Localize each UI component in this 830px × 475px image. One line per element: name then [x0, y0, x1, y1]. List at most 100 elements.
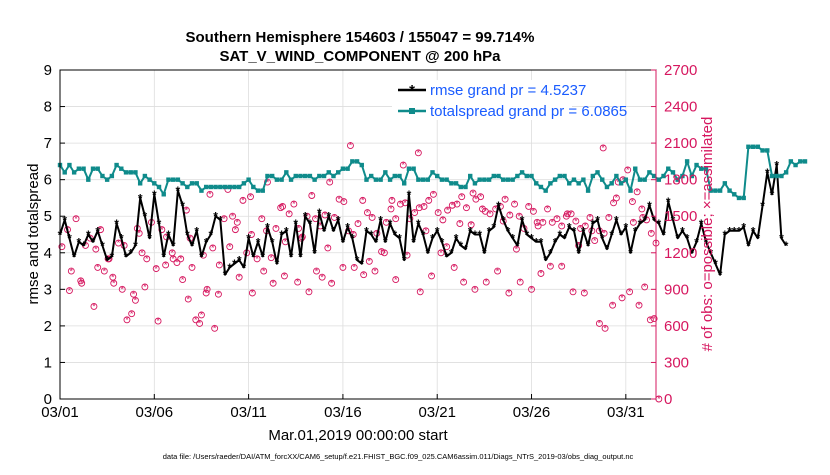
obs-possible-marker [368, 213, 376, 221]
totalspread-point [302, 173, 308, 179]
obs-possible-marker [650, 315, 658, 323]
obs-possible-marker [215, 261, 223, 269]
totalspread-point [321, 173, 327, 179]
totalspread-point [213, 184, 218, 190]
obs-possible-marker [143, 255, 151, 263]
rmse-point: * [218, 213, 223, 227]
obs-assimilated-marker: * [228, 242, 232, 252]
rmse-point: * [62, 213, 67, 227]
obs-assimilated-marker: * [499, 202, 503, 212]
obs-possible-marker [612, 194, 620, 202]
obs-assimilated-marker: * [436, 208, 440, 218]
rmse-point: * [614, 213, 619, 227]
totalspread-point [241, 181, 247, 186]
obs-assimilated-marker: * [352, 230, 356, 240]
obs-possible-marker [231, 226, 239, 234]
obs-possible-marker [467, 221, 475, 229]
obs-assimilated-marker: * [481, 204, 485, 214]
obs-assimilated-marker: * [218, 260, 222, 270]
totalspread-point [255, 188, 261, 193]
obs-assimilated-marker: * [92, 302, 96, 312]
obs-assimilated-marker: * [452, 263, 456, 273]
x-tick-label: 03/31 [607, 404, 645, 421]
obs-assimilated-marker: * [125, 315, 129, 325]
totalspread-point [463, 184, 468, 190]
left-tick-label: 6 [44, 172, 52, 189]
obs-assimilated-marker: * [70, 266, 74, 276]
totalspread-point [104, 177, 110, 182]
obs-possible-marker [290, 200, 298, 208]
rmse-point: * [548, 246, 553, 260]
left-axis-label: rmse and totalspread [25, 164, 42, 305]
rmse-point: * [581, 224, 586, 238]
obs-possible-marker [211, 324, 219, 332]
obs-possible-marker [422, 227, 430, 235]
obs-assimilated-marker: * [130, 309, 134, 319]
obs-assimilated-marker: * [328, 177, 332, 187]
totalspread-point [486, 177, 492, 182]
totalspread-point [722, 181, 728, 186]
obs-assimilated-marker: * [598, 319, 602, 329]
rmse-point: * [119, 232, 124, 246]
obs-assimilated-marker: * [560, 261, 564, 271]
rmse-point: * [468, 224, 473, 238]
obs-possible-marker [220, 215, 228, 223]
rmse-point: * [341, 235, 346, 249]
obs-assimilated-marker: * [484, 277, 488, 287]
totalspread-point [670, 170, 676, 175]
rmse-point: * [256, 235, 261, 249]
obs-possible-marker [529, 207, 537, 215]
obs-assimilated-marker: * [122, 241, 126, 251]
totalspread-point [71, 170, 77, 175]
right-tick-label: 600 [664, 318, 689, 335]
totalspread-point [170, 177, 176, 182]
obs-assimilated-marker: * [323, 210, 327, 220]
obs-assimilated-marker: * [588, 213, 592, 223]
totalspread-point [402, 181, 407, 186]
obs-possible-marker [272, 224, 280, 232]
rmse-point: * [718, 268, 723, 282]
right-tick-label: 900 [664, 281, 689, 298]
obs-assimilated-marker: * [518, 211, 522, 221]
rmse-line [59, 164, 787, 276]
rmse-point: * [694, 235, 699, 249]
rmse-point: * [543, 254, 548, 268]
obs-assimilated-marker: * [413, 208, 417, 218]
totalspread-point [279, 177, 284, 182]
right-tick-label: 1500 [664, 208, 697, 225]
obs-assimilated-marker: * [546, 204, 550, 214]
obs-assimilated-marker: * [439, 248, 443, 258]
obs-assimilated-marker: * [496, 266, 500, 276]
totalspread-point [284, 170, 289, 175]
obs-assimilated-marker: * [137, 228, 141, 238]
obs-assimilated-marker: * [165, 232, 169, 242]
totalspread-point [222, 184, 228, 190]
totalspread-point [317, 173, 322, 179]
totalspread-point [227, 184, 232, 190]
obs-possible-marker [528, 285, 535, 293]
obs-possible-marker [456, 220, 464, 227]
totalspread-point [623, 177, 629, 182]
obs-assimilated-marker: * [503, 194, 507, 204]
rmse-point: * [751, 224, 756, 238]
rmse-point: * [689, 246, 694, 260]
right-tick-label: 2700 [664, 62, 697, 79]
totalspread-point [571, 177, 577, 182]
totalspread-point [562, 173, 567, 179]
totalspread-point [524, 173, 530, 179]
totalspread-point [595, 170, 600, 175]
rmse-point: * [760, 199, 765, 213]
obs-possible-marker [321, 211, 329, 219]
rmse-point: * [147, 232, 152, 246]
totalspread-point [392, 173, 397, 179]
x-tick-label: 03/01 [41, 404, 79, 421]
totalspread-point [656, 177, 662, 182]
rmse-point: * [440, 235, 445, 249]
obs-possible-marker [58, 243, 66, 251]
obs-possible-marker [324, 244, 332, 252]
obs-assimilated-marker: * [211, 243, 215, 253]
obs-assimilated-marker: * [186, 294, 190, 304]
totalspread-point [557, 173, 563, 179]
